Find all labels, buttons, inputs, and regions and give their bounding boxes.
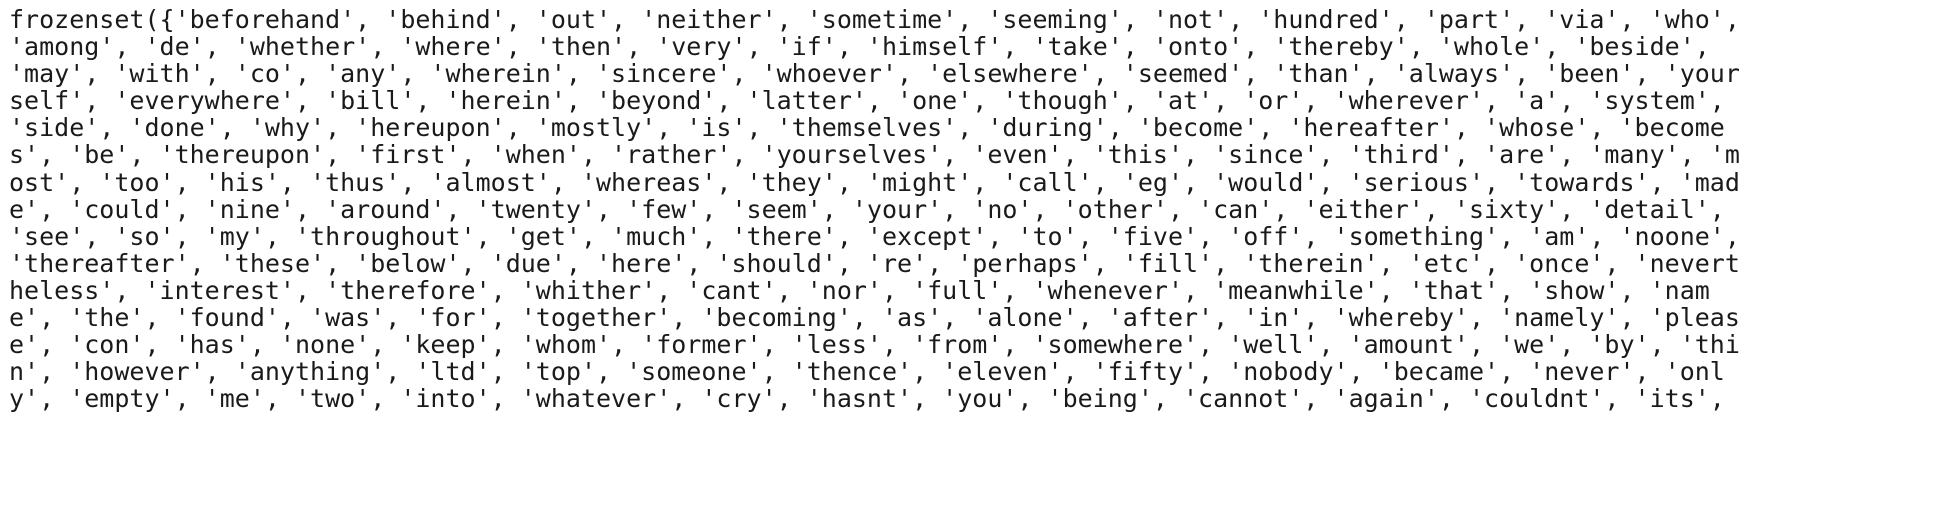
output-line: e', 'could', 'nine', 'around', 'twenty',… [9,194,1725,224]
output-line: n', 'however', 'anything', 'ltd', 'top',… [9,357,1725,387]
output-line: frozenset({'beforehand', 'behind', 'out'… [9,5,1740,34]
output-line: e', 'the', 'found', 'was', 'for', 'toget… [9,303,1740,333]
output-line: 'see', 'so', 'my', 'throughout', 'get', … [9,221,1740,251]
output-line: s', 'be', 'thereupon', 'first', 'when', … [9,140,1740,170]
output-line: 'side', 'done', 'why', 'hereupon', 'most… [9,113,1725,143]
output-line: ost', 'too', 'his', 'thus', 'almost', 'w… [9,167,1740,197]
output-line: 'thereafter', 'these', 'below', 'due', '… [9,248,1740,278]
output-line: e', 'con', 'has', 'none', 'keep', 'whom'… [9,330,1740,360]
output-line: 'may', 'with', 'co', 'any', 'wherein', '… [9,59,1740,89]
output-line: heless', 'interest', 'therefore', 'whith… [9,275,1710,305]
output-line: 'among', 'de', 'whether', 'where', 'then… [9,32,1710,62]
output-line: y', 'empty', 'me', 'two', 'into', 'whate… [9,384,1725,414]
output-line: self', 'everywhere', 'bill', 'herein', '… [9,86,1725,116]
